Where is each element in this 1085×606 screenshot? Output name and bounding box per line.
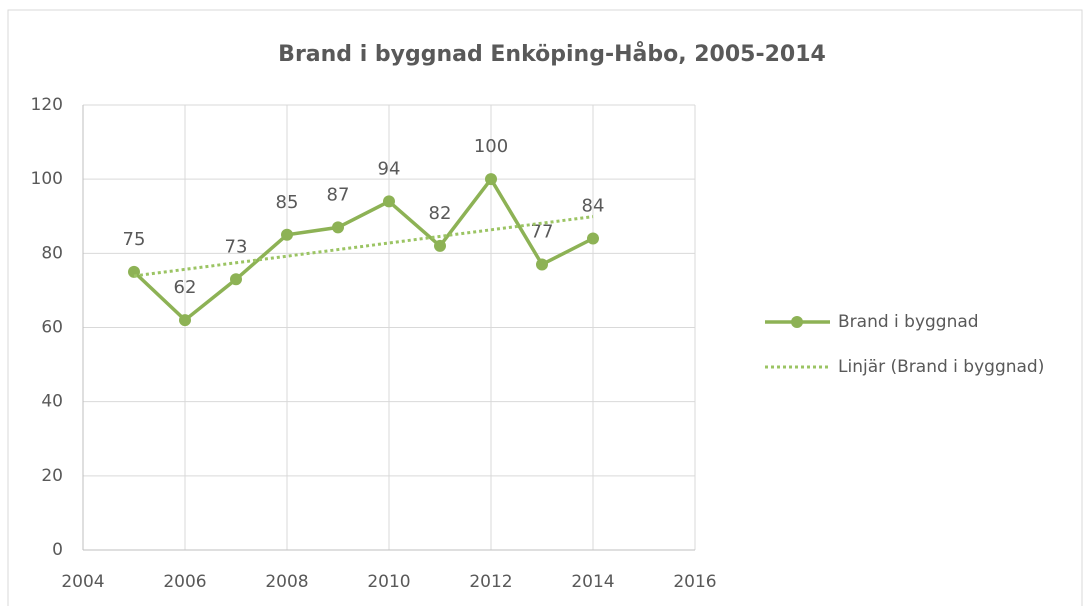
x-tick-label: 2006 [163, 572, 206, 592]
x-tick-label: 2004 [61, 572, 104, 592]
data-point [230, 273, 242, 286]
x-tick-label: 2008 [265, 572, 308, 592]
data-label: 75 [123, 229, 146, 250]
data-label: 85 [276, 192, 299, 213]
data-point [179, 314, 191, 327]
data-point [485, 173, 497, 186]
chart-title: Brand i byggnad Enköping-Håbo, 2005-2014 [278, 41, 826, 67]
data-point [128, 265, 140, 278]
x-tick-label: 2012 [469, 572, 512, 592]
data-label: 100 [474, 136, 508, 157]
y-tick-label: 0 [52, 540, 63, 560]
chart-frame [7, 9, 1083, 606]
y-tick-label: 120 [31, 95, 63, 115]
data-label: 62 [174, 277, 197, 298]
data-label: 77 [531, 221, 554, 242]
x-tick-label: 2014 [571, 572, 614, 592]
x-tick-label: 2010 [367, 572, 410, 592]
data-label: 73 [225, 236, 248, 257]
y-tick-label: 60 [41, 318, 63, 338]
data-point [332, 221, 344, 234]
data-point [281, 228, 293, 241]
legend-label: Linjär (Brand i byggnad) [838, 357, 1044, 377]
legend-marker [791, 316, 803, 328]
data-point [587, 232, 599, 245]
data-point [383, 195, 395, 208]
trend-line [133, 215, 594, 278]
data-label: 94 [378, 158, 401, 179]
x-tick-label: 2016 [673, 572, 716, 592]
data-point [536, 258, 548, 271]
data-line [132, 176, 594, 323]
y-tick-label: 20 [41, 466, 63, 486]
data-point [434, 239, 446, 252]
data-label: 84 [582, 196, 605, 217]
y-tick-label: 40 [41, 392, 63, 412]
legend-label: Brand i byggnad [838, 312, 979, 332]
y-tick-label: 100 [31, 169, 63, 189]
data-label: 87 [327, 184, 350, 205]
data-label: 82 [429, 203, 452, 224]
y-tick-label: 80 [41, 243, 63, 263]
